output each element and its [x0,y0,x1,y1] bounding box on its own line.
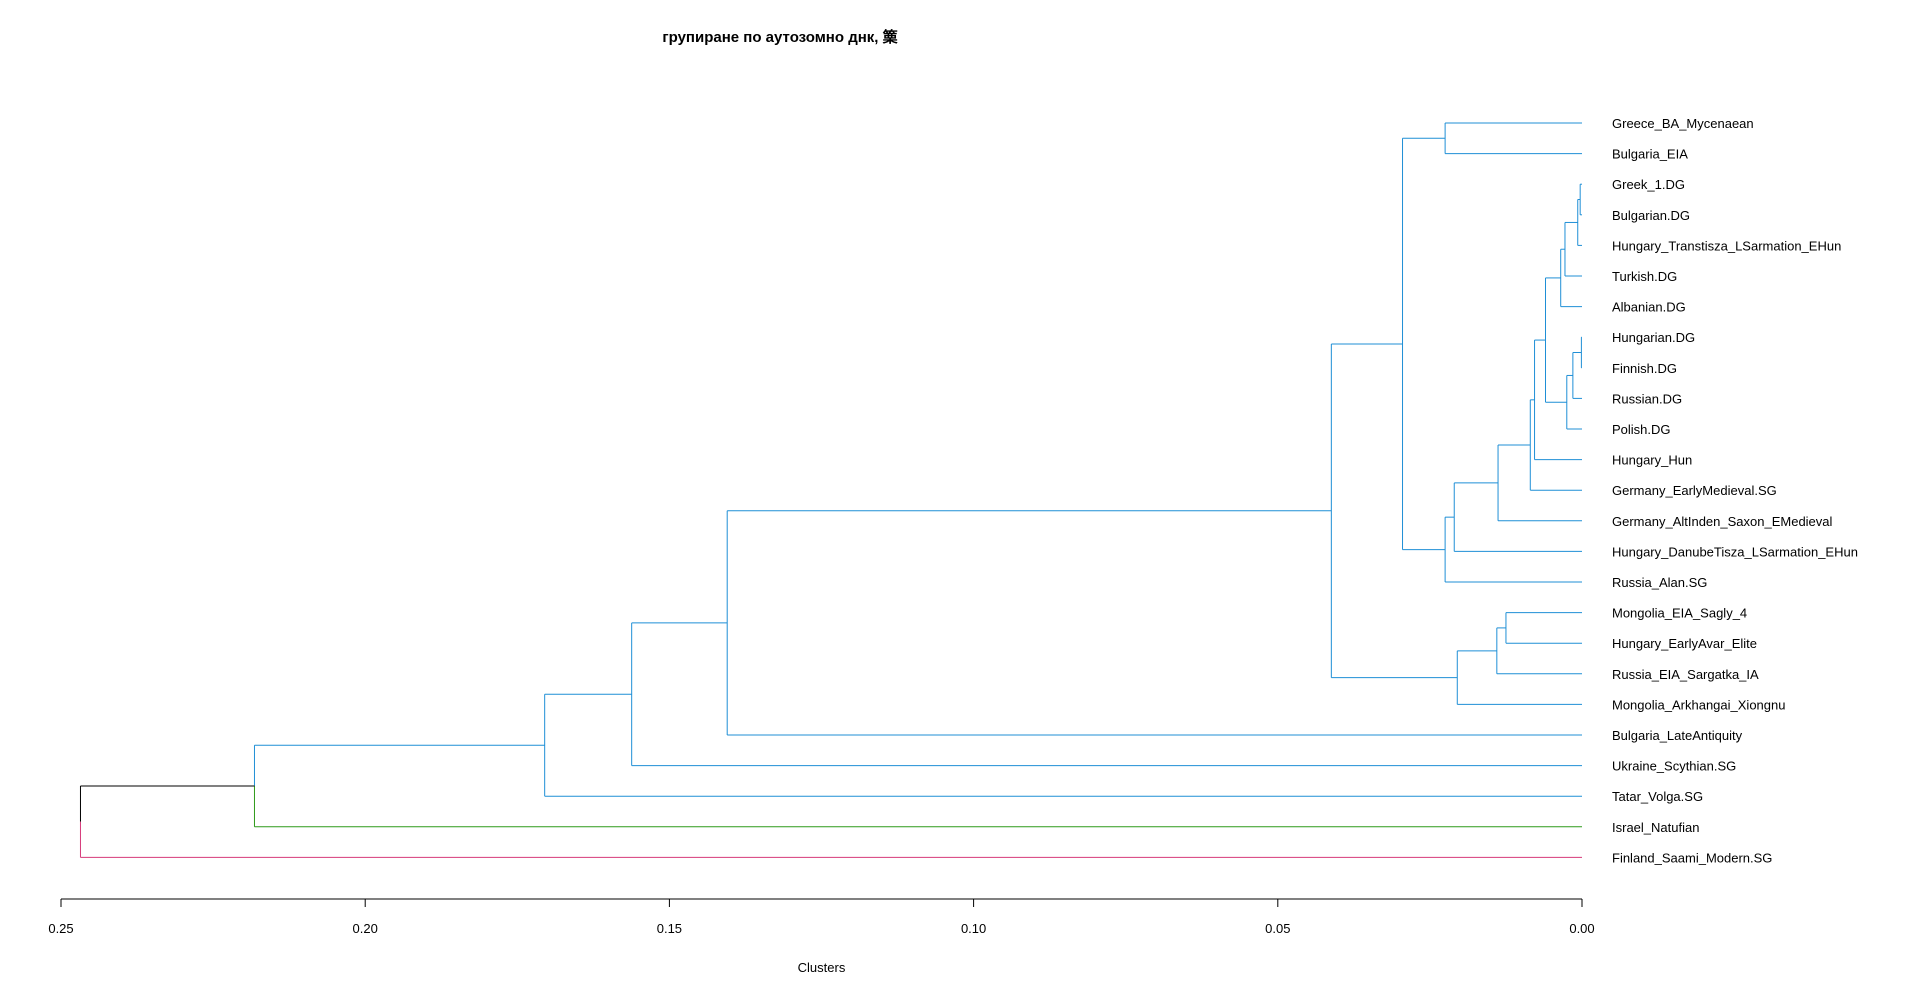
leaf-label: Hungary_Transtisza_LSarmation_EHun [1612,238,1841,253]
leaf-label: Turkish.DG [1612,269,1677,284]
leaf-label: Hungarian.DG [1612,330,1695,345]
x-tick-label: 0.15 [657,921,682,936]
leaf-label: Germany_EarlyMedieval.SG [1612,483,1777,498]
leaf-label: Bulgaria_EIA [1612,147,1688,162]
leaf-label: Israel_Natufian [1612,820,1699,835]
leaf-label: Russia_EIA_Sargatka_IA [1612,667,1759,682]
x-tick-label: 0.25 [48,921,73,936]
leaf-label: Bulgarian.DG [1612,208,1690,223]
x-tick-label: 0.05 [1265,921,1290,936]
leaf-label: Tatar_Volga.SG [1612,789,1703,804]
leaf-label: Greece_BA_Mycenaean [1612,116,1754,131]
x-tick-label: 0.10 [961,921,986,936]
leaf-label: Finnish.DG [1612,361,1677,376]
leaf-label: Russian.DG [1612,391,1682,406]
leaf-label: Finland_Saami_Modern.SG [1612,850,1772,865]
x-tick-label: 0.00 [1569,921,1594,936]
x-axis-title: Clusters [798,960,846,975]
leaf-label: Mongolia_Arkhangai_Xiongnu [1612,697,1785,712]
leaf-label: Hungary_EarlyAvar_Elite [1612,636,1757,651]
leaf-label: Bulgaria_LateAntiquity [1612,728,1743,743]
leaf-label: Polish.DG [1612,422,1671,437]
leaf-label: Albanian.DG [1612,300,1686,315]
leaf-label: Greek_1.DG [1612,177,1685,192]
leaf-label: Russia_Alan.SG [1612,575,1707,590]
chart-title: групиране по аутозомно днк, 篥 [662,29,898,46]
leaf-label: Mongolia_EIA_Sagly_4 [1612,606,1747,621]
leaf-label: Hungary_DanubeTisza_LSarmation_EHun [1612,544,1858,559]
leaf-label: Germany_AltInden_Saxon_EMedieval [1612,514,1833,529]
leaf-label: Ukraine_Scythian.SG [1612,759,1736,774]
x-tick-label: 0.20 [353,921,378,936]
leaf-label: Hungary_Hun [1612,453,1692,468]
